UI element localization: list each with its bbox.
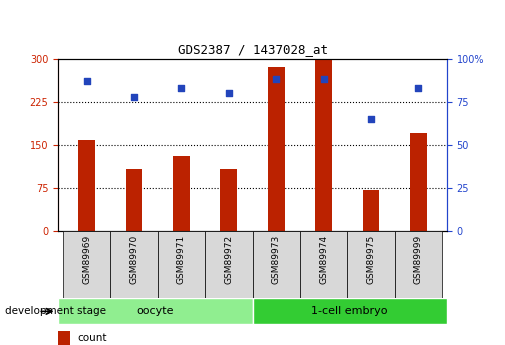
Bar xyxy=(252,231,300,298)
Text: GSM89999: GSM89999 xyxy=(414,235,423,284)
Text: GSM89970: GSM89970 xyxy=(129,235,138,284)
Bar xyxy=(315,60,332,231)
Text: GSM89969: GSM89969 xyxy=(82,235,91,284)
Title: GDS2387 / 1437028_at: GDS2387 / 1437028_at xyxy=(177,43,328,56)
Text: 1-cell embryo: 1-cell embryo xyxy=(312,306,388,316)
Bar xyxy=(268,67,284,231)
Point xyxy=(130,94,138,99)
Text: development stage: development stage xyxy=(5,306,106,316)
Bar xyxy=(300,231,347,298)
Point xyxy=(320,77,328,82)
Bar xyxy=(58,298,252,324)
Bar xyxy=(410,134,427,231)
Bar xyxy=(221,169,237,231)
Point xyxy=(367,116,375,122)
Point xyxy=(272,77,280,82)
Point xyxy=(415,85,423,91)
Text: count: count xyxy=(77,333,107,343)
Bar xyxy=(205,231,252,298)
Bar xyxy=(110,231,158,298)
Point xyxy=(82,78,90,84)
Bar xyxy=(58,331,70,345)
Point xyxy=(225,90,233,96)
Bar xyxy=(347,231,395,298)
Text: oocyte: oocyte xyxy=(136,306,174,316)
Bar xyxy=(173,156,190,231)
Bar xyxy=(252,298,447,324)
Text: GSM89971: GSM89971 xyxy=(177,235,186,284)
Text: GSM89972: GSM89972 xyxy=(224,235,233,284)
Bar xyxy=(78,140,95,231)
Bar xyxy=(63,231,110,298)
Bar xyxy=(363,190,379,231)
Point xyxy=(177,85,185,91)
Text: GSM89974: GSM89974 xyxy=(319,235,328,284)
Text: GSM89975: GSM89975 xyxy=(367,235,376,284)
Text: GSM89973: GSM89973 xyxy=(272,235,281,284)
Bar xyxy=(126,169,142,231)
Bar xyxy=(395,231,442,298)
Bar xyxy=(158,231,205,298)
